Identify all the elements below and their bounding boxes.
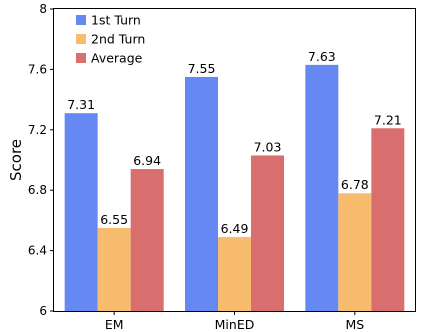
data-label: 7.55 — [188, 61, 216, 76]
x-axis: EM MinED MS — [105, 311, 364, 332]
bar-1st-turn-em — [64, 113, 98, 311]
legend-swatch — [76, 15, 86, 25]
y-axis-label: Score — [7, 139, 25, 181]
bars-layer — [64, 64, 405, 312]
y-tick-label: 6 — [39, 304, 47, 318]
data-label: 7.63 — [308, 49, 336, 64]
bar-2nd-turn-mined — [218, 237, 251, 311]
data-label: 7.31 — [67, 97, 95, 112]
bar-1st-turn-ms — [305, 64, 339, 312]
bar-average-ms — [371, 128, 405, 311]
bar-2nd-turn-ms — [338, 193, 372, 311]
bar-average-mined — [251, 155, 284, 311]
legend-swatch — [76, 34, 86, 44]
data-labels-layer: 7.31 6.55 6.94 7.55 6.49 7.03 7.63 6.78 7.21 — [67, 49, 402, 236]
legend-label: Average — [91, 51, 143, 66]
x-tick-label: MinED — [215, 317, 255, 332]
data-label: 6.94 — [133, 153, 161, 168]
bar-average-em — [130, 169, 164, 311]
y-tick-label: 8 — [39, 2, 47, 16]
y-tick-label: 7.6 — [28, 62, 47, 76]
data-label: 6.78 — [341, 177, 369, 192]
y-tick-label: 6.4 — [28, 244, 47, 258]
data-label: 6.49 — [221, 221, 249, 236]
data-label: 7.03 — [254, 139, 282, 154]
data-label: 7.21 — [374, 112, 402, 127]
legend: 1st Turn 2nd Turn Average — [76, 13, 145, 66]
bar-2nd-turn-em — [97, 227, 131, 311]
bar-1st-turn-mined — [185, 76, 218, 311]
legend-label: 1st Turn — [91, 13, 141, 28]
legend-swatch — [76, 53, 86, 63]
x-tick-label: EM — [105, 317, 124, 332]
x-tick-label: MS — [345, 317, 364, 332]
legend-label: 2nd Turn — [91, 32, 145, 47]
y-axis: 6 6.4 6.8 7.2 7.6 8 — [28, 2, 54, 318]
y-tick-label: 6.8 — [28, 183, 47, 197]
y-tick-label: 7.2 — [28, 123, 47, 137]
data-label: 6.55 — [100, 212, 128, 227]
